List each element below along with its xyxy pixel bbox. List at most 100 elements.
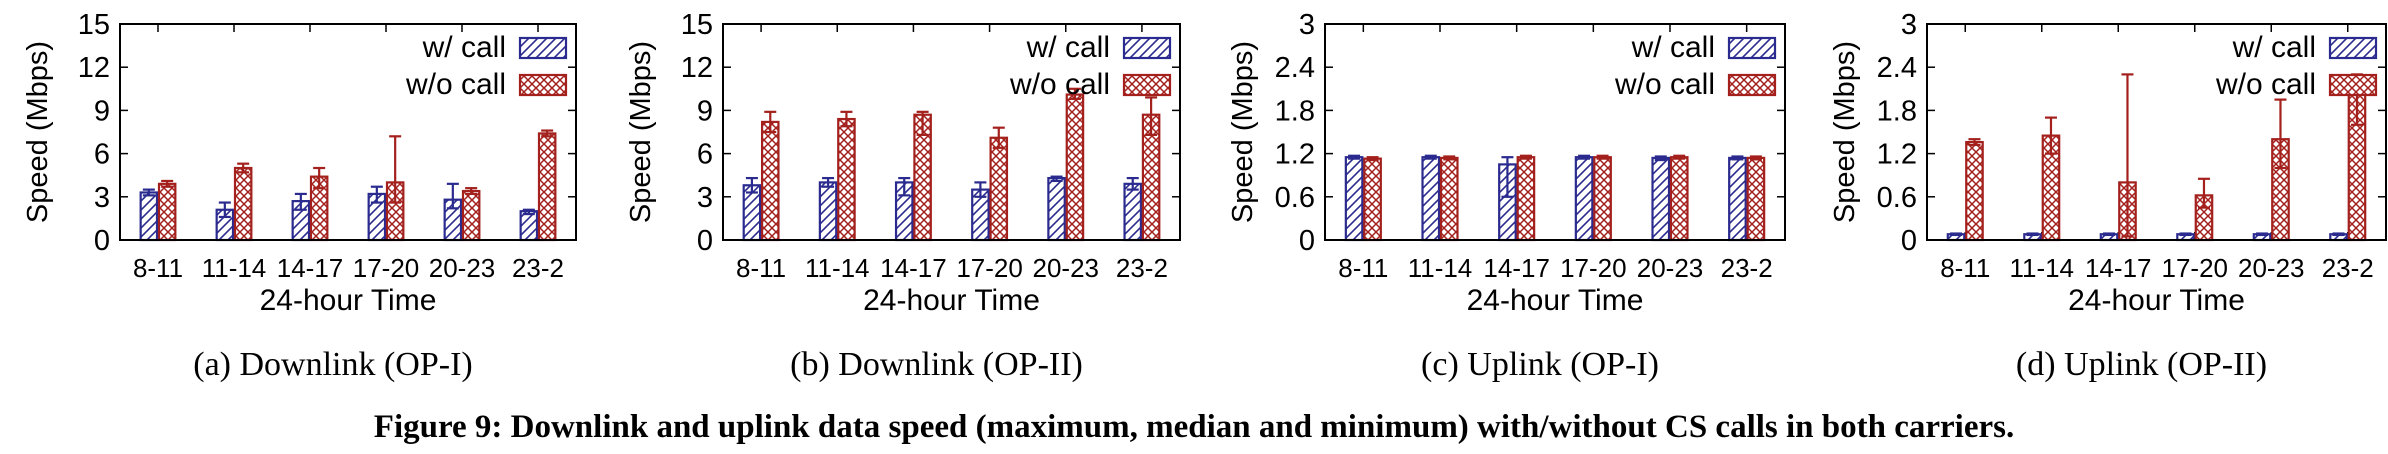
y-tick-label: 6 bbox=[94, 139, 110, 171]
bar-without-call bbox=[1746, 156, 1766, 242]
bar-without-call bbox=[837, 117, 856, 242]
x-tick-label: 23-2 bbox=[2322, 253, 2374, 283]
x-tick-label: 20-23 bbox=[1033, 253, 1100, 283]
legend-label-with-call: w/ call bbox=[2232, 31, 2316, 64]
legend-swatch-with-call bbox=[2328, 36, 2378, 60]
x-axis-label: 24-hour Time bbox=[863, 284, 1040, 317]
legend-swatch-without-call bbox=[518, 73, 568, 97]
x-tick-label: 8-11 bbox=[1338, 253, 1388, 283]
x-tick-label: 23-2 bbox=[1116, 253, 1168, 283]
y-tick-label: 9 bbox=[94, 95, 110, 127]
x-tick-label: 23-2 bbox=[1721, 253, 1773, 283]
x-tick-label: 8-11 bbox=[1940, 253, 1990, 283]
y-tick-label: 6 bbox=[697, 139, 713, 171]
y-tick-label: 2.4 bbox=[1877, 52, 1917, 84]
y-tick-label: 1.2 bbox=[1275, 139, 1315, 171]
chart-panel-4: 0 0.6 1.2 1.8 2.4 3 8-11 11-14 14-17 17-20 20-23 23… bbox=[1829, 9, 2387, 383]
legend-swatch-without-call bbox=[1122, 73, 1172, 97]
x-tick-label: 14-17 bbox=[880, 253, 947, 283]
x-tick-label: 11-14 bbox=[202, 253, 267, 283]
y-tick-label: 1.8 bbox=[1877, 95, 1917, 127]
bar-without-call bbox=[1965, 140, 1984, 242]
legend-swatch-without-call bbox=[2328, 73, 2378, 97]
bar-without-call bbox=[1669, 156, 1689, 242]
y-axis-label: Speed (Mbps) bbox=[22, 41, 54, 223]
y-axis-label: Speed (Mbps) bbox=[1829, 41, 1861, 223]
x-tick-label: 11-14 bbox=[1408, 253, 1473, 283]
bar-with-call bbox=[818, 181, 838, 242]
bar-with-call bbox=[519, 210, 539, 242]
bar-with-call bbox=[1123, 182, 1143, 242]
x-tick-label: 17-20 bbox=[2162, 253, 2229, 283]
x-tick-label: 17-20 bbox=[353, 253, 420, 283]
legend-label-without-call: w/o call bbox=[405, 68, 506, 101]
x-tick-label: 14-17 bbox=[1483, 253, 1550, 283]
x-axis-label: 24-hour Time bbox=[1467, 284, 1644, 317]
bar-with-call bbox=[1651, 156, 1671, 242]
legend-label-without-call: w/o call bbox=[2215, 68, 2316, 101]
plot-frame bbox=[722, 23, 1181, 241]
plot-frame bbox=[119, 23, 577, 241]
bar-without-call bbox=[157, 182, 177, 242]
legend-swatch-without-call bbox=[1727, 73, 1777, 97]
x-tick-label: 11-14 bbox=[805, 253, 870, 283]
bar-with-call bbox=[1728, 156, 1747, 242]
y-axis-label: Speed (Mbps) bbox=[1227, 41, 1259, 223]
x-tick-label: 14-17 bbox=[2085, 253, 2152, 283]
bar-without-call bbox=[537, 132, 557, 242]
x-tick-label: 23-2 bbox=[512, 253, 564, 283]
x-tick-label: 8-11 bbox=[133, 253, 183, 283]
charts-layer: 0 3 6 9 12 15 8-11 11-14 14-17 17-20 20-23 23-2 24-h… bbox=[22, 9, 2387, 383]
bar-without-call bbox=[760, 120, 780, 242]
legend-label-with-call: w/ call bbox=[1631, 31, 1715, 64]
y-tick-label: 0 bbox=[697, 225, 713, 257]
x-tick-label: 11-14 bbox=[2009, 253, 2074, 283]
x-axis-label: 24-hour Time bbox=[2068, 284, 2245, 317]
plot-frame bbox=[1926, 23, 2387, 241]
bar-with-call bbox=[1421, 156, 1441, 242]
y-tick-label: 0 bbox=[1299, 225, 1315, 257]
bar-without-call bbox=[1593, 156, 1612, 242]
bar-without-call bbox=[1439, 156, 1459, 242]
plot-frame bbox=[1324, 23, 1786, 241]
bar-with-call bbox=[1574, 156, 1594, 242]
bar-without-call bbox=[1516, 156, 1536, 242]
bar-without-call bbox=[461, 189, 481, 242]
y-tick-label: 3 bbox=[697, 182, 713, 214]
legend-swatch-with-call bbox=[1122, 36, 1172, 60]
legend-label-with-call: w/ call bbox=[422, 31, 506, 64]
bar-with-call bbox=[139, 191, 159, 242]
subcaption: (c) Uplink (OP-I) bbox=[1421, 346, 1659, 383]
y-tick-label: 3 bbox=[94, 182, 110, 214]
y-tick-label: 3 bbox=[1299, 9, 1315, 41]
x-tick-label: 20-23 bbox=[1637, 253, 1704, 283]
bar-with-call bbox=[1047, 176, 1066, 242]
y-tick-label: 12 bbox=[78, 52, 110, 84]
y-tick-label: 2.4 bbox=[1275, 52, 1315, 84]
figure-caption: Figure 9: Downlink and uplink data speed… bbox=[374, 409, 2014, 445]
y-tick-label: 0.6 bbox=[1275, 182, 1315, 214]
x-tick-label: 8-11 bbox=[736, 253, 786, 283]
bar-without-call bbox=[1065, 93, 1085, 242]
y-tick-label: 0 bbox=[94, 225, 110, 257]
bar-without-call bbox=[233, 166, 253, 242]
chart-panel-3: 0 0.6 1.2 1.8 2.4 3 8-11 11-14 14-17 17-20 20-23 23… bbox=[1227, 9, 1786, 383]
y-tick-label: 1.8 bbox=[1275, 95, 1315, 127]
y-tick-label: 15 bbox=[78, 9, 110, 41]
y-tick-label: 9 bbox=[697, 95, 713, 127]
y-tick-label: 0 bbox=[1901, 225, 1917, 257]
subcaption: (d) Uplink (OP-II) bbox=[2016, 346, 2267, 383]
legend-label-with-call: w/ call bbox=[1026, 31, 1110, 64]
y-tick-label: 12 bbox=[681, 52, 713, 84]
bar-without-call bbox=[989, 136, 1009, 242]
x-tick-label: 20-23 bbox=[429, 253, 496, 283]
chart-panel-2: 0 3 6 9 12 15 8-11 11-14 14-17 17-20 20-23 23-2 24-h… bbox=[625, 9, 1181, 383]
y-tick-label: 15 bbox=[681, 9, 713, 41]
bar-without-call bbox=[1363, 157, 1382, 242]
legend-swatch-with-call bbox=[1727, 36, 1777, 60]
subcaption: (a) Downlink (OP-I) bbox=[193, 346, 473, 383]
x-axis-label: 24-hour Time bbox=[260, 284, 437, 317]
subcaption: (b) Downlink (OP-II) bbox=[790, 346, 1083, 383]
x-tick-label: 14-17 bbox=[277, 253, 344, 283]
